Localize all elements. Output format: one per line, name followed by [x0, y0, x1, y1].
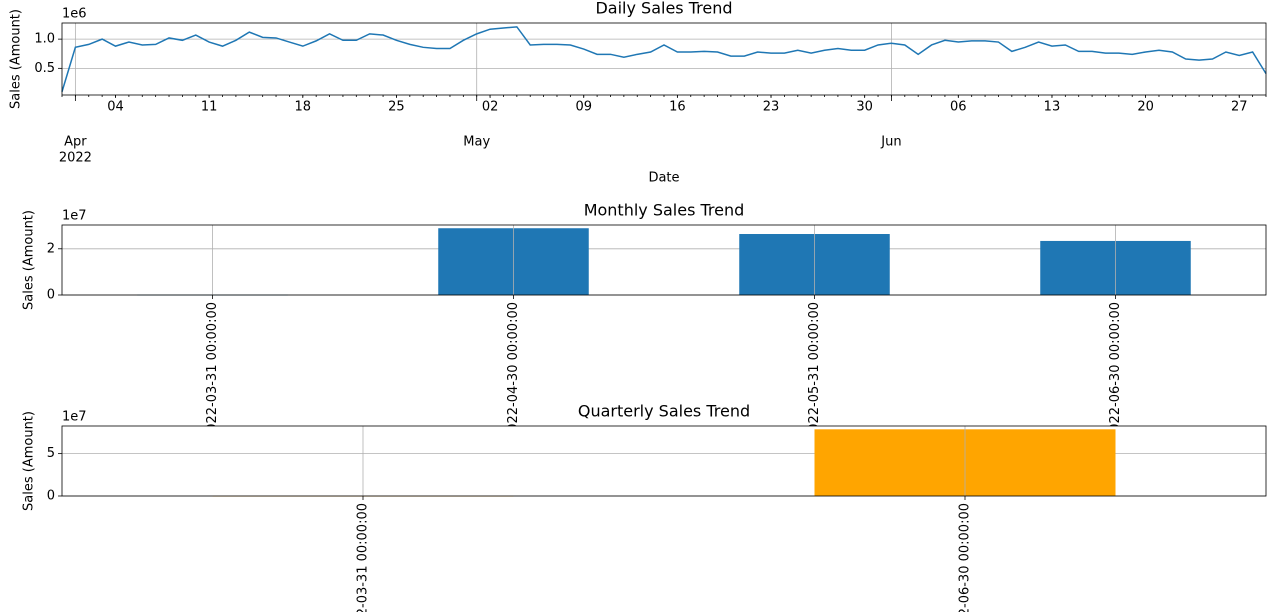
y-tick-label: 1.0 — [34, 32, 55, 47]
x-tick-label: 30 — [856, 100, 873, 115]
x-tick-label: 06 — [950, 100, 967, 115]
year-label: 2022 — [59, 151, 92, 166]
x-tick-label: May — [463, 135, 490, 150]
x-tick-label: 2022-06-30 00:00:00 — [1108, 302, 1123, 440]
x-tick-label: 2022-04-30 00:00:00 — [506, 302, 521, 440]
y-tick-label: 0 — [47, 288, 55, 303]
x-tick-label: Apr — [64, 135, 87, 150]
subplot: Monthly Sales Trend 1e7 Sales (Amount) 0 2 20… — [22, 201, 1267, 440]
x-tick-label: 20 — [1137, 100, 1154, 115]
x-tick-label: 2022-03-31 00:00:00 — [205, 302, 220, 440]
x-tick-label: Jun — [880, 135, 901, 150]
y-offset: 1e7 — [62, 209, 87, 224]
x-tick-label: 2022-05-31 00:00:00 — [807, 302, 822, 440]
y-tick-label: 2 — [47, 241, 55, 256]
axes-frame — [61, 22, 1267, 96]
line — [61, 26, 1267, 92]
x-axis-label: Date — [648, 171, 679, 186]
y-tick-label: 5 — [47, 446, 55, 461]
subplot: Quarterly Sales Trend 1e7 Sales (Amount) 0 5… — [22, 402, 1267, 612]
x-tick-label: 04 — [107, 100, 124, 115]
y-axis-label: Sales (Amount) — [22, 210, 37, 310]
x-tick-label: 09 — [575, 100, 592, 115]
x-tick-label: 18 — [295, 100, 312, 115]
x-tick-label: 13 — [1044, 100, 1061, 115]
x-tick-label: 16 — [669, 100, 686, 115]
axes-frame — [61, 425, 1267, 497]
chart-title: Quarterly Sales Trend — [578, 402, 750, 421]
y-axis-label: Sales (Amount) — [22, 411, 37, 511]
x-tick-label: 2022-03-31 00:00:00 — [356, 503, 371, 612]
axes-frame — [61, 224, 1267, 296]
axes-background — [62, 23, 1266, 95]
x-tick-label: 25 — [388, 100, 405, 115]
chart-title: Monthly Sales Trend — [584, 201, 745, 220]
subplot: Daily Sales Trend 1e6 Sales (Amount) 0.5 1.0… — [9, 0, 1267, 186]
y-tick-label: 0 — [47, 489, 55, 504]
y-axis-label: Sales (Amount) — [9, 9, 24, 109]
y-tick-label: 0.5 — [34, 61, 55, 76]
y-offset: 1e6 — [62, 7, 87, 22]
x-tick-label: 23 — [763, 100, 780, 115]
y-offset: 1e7 — [62, 410, 87, 425]
x-tick-label: 02 — [482, 100, 499, 115]
x-tick-label: 27 — [1231, 100, 1248, 115]
chart-title: Daily Sales Trend — [595, 0, 732, 18]
x-tick-label: 2022-06-30 00:00:00 — [958, 503, 973, 612]
x-tick-label: 11 — [201, 100, 218, 115]
